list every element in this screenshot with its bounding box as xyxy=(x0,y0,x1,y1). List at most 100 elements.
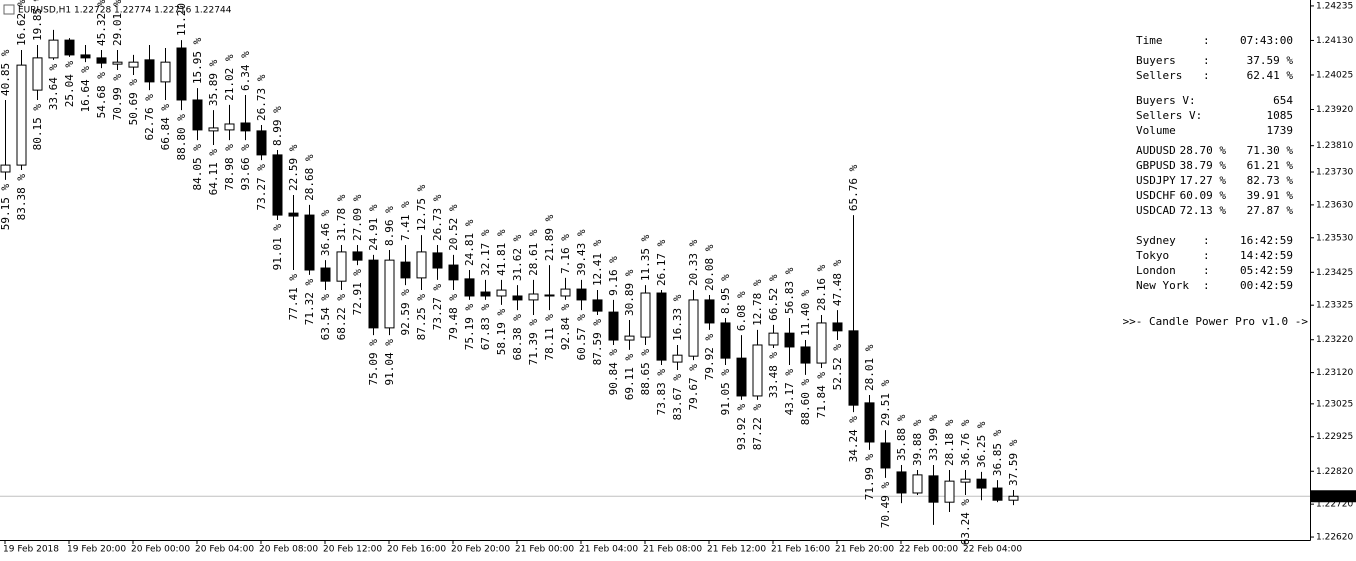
panel-text: Buyers xyxy=(1136,54,1176,67)
panel-text: 61.21 % xyxy=(1247,159,1294,172)
candle-body xyxy=(256,130,267,156)
sellers-label: 83.38 % xyxy=(15,174,28,221)
x-tick-label: 20 Feb 12:00 xyxy=(323,545,382,555)
candle-body xyxy=(544,294,555,297)
sellers-label: 71.99 % xyxy=(863,454,876,501)
y-tick-label: 1.23810 xyxy=(1316,141,1353,151)
panel-text: : xyxy=(1203,69,1210,82)
y-tick-label: 1.23630 xyxy=(1316,200,1353,210)
panel-text: New York xyxy=(1136,279,1189,292)
buyers-label: 28.16 % xyxy=(815,264,828,311)
panel-text: 62.41 % xyxy=(1247,69,1294,82)
y-tick-label: 1.23325 xyxy=(1316,301,1353,311)
buyers-label: 37.59 % xyxy=(1007,439,1020,486)
y-tick-label: 1.23120 xyxy=(1316,368,1353,378)
sellers-label: 79.48 % xyxy=(447,294,460,341)
candle-body xyxy=(976,478,987,489)
y-tick-label: 1.22820 xyxy=(1316,467,1353,477)
panel-text: 27.87 % xyxy=(1247,204,1294,217)
candle-body xyxy=(720,322,731,359)
sellers-label: 93.92 % xyxy=(735,404,748,451)
panel-text: 654 xyxy=(1273,94,1293,107)
chart-title: EURUSD,H1 1.22728 1.22774 1.22716 1.2274… xyxy=(18,6,232,16)
buyers-label: 16.33 % xyxy=(671,294,684,341)
panel-text: Sellers V: xyxy=(1136,109,1202,122)
panel-text: 71.30 % xyxy=(1247,144,1294,157)
buyers-label: 31.78 % xyxy=(335,194,348,241)
sellers-label: 16.64 % xyxy=(79,66,92,113)
buyers-label: 36.76 % xyxy=(959,419,972,466)
buyers-label: 12.78 % xyxy=(751,279,764,326)
sellers-label: 63.24 % xyxy=(959,499,972,546)
panel-text: 28.70 % xyxy=(1180,144,1227,157)
candle-body xyxy=(656,292,667,361)
panel-text: USDJPY xyxy=(1136,174,1176,187)
sellers-label: 43.17 % xyxy=(783,369,796,416)
panel-text: 07:43:00 xyxy=(1240,34,1293,47)
panel-text: Sellers xyxy=(1136,69,1182,82)
buyers-label: 16.62 % xyxy=(15,0,28,46)
sellers-label: 92.84 % xyxy=(559,304,572,351)
y-tick-label: 1.23920 xyxy=(1316,105,1353,115)
sellers-label: 66.84 % xyxy=(159,104,172,151)
panel-text: 00:42:59 xyxy=(1240,279,1293,292)
candle-body xyxy=(464,278,475,297)
buyers-label: 29.51 % xyxy=(879,379,892,426)
candle-body xyxy=(128,61,139,68)
panel-text: 82.73 % xyxy=(1247,174,1294,187)
y-tick-label: 1.23730 xyxy=(1316,167,1353,177)
buyers-label: 6.34 % xyxy=(239,51,252,91)
panel-text: 05:42:59 xyxy=(1240,264,1293,277)
panel-text: USDCAD xyxy=(1136,204,1176,217)
buyers-label: 39.88 % xyxy=(911,419,924,466)
panel-text: Sydney xyxy=(1136,234,1176,247)
panel-text: London xyxy=(1136,264,1176,277)
buyers-label: 28.18 % xyxy=(943,419,956,466)
candle-body xyxy=(400,261,411,279)
candle-body xyxy=(384,259,395,329)
x-tick-label: 21 Feb 00:00 xyxy=(515,545,574,555)
candle-body xyxy=(368,259,379,329)
sellers-label: 71.84 % xyxy=(815,372,828,419)
buyers-label: 20.33 % xyxy=(687,239,700,286)
panel-text: >>- Candle Power Pro v1.0 -> xyxy=(1123,315,1309,328)
candle-body xyxy=(448,264,459,281)
sellers-label: 77.41 % xyxy=(287,274,300,321)
panel-text: 16:42:59 xyxy=(1240,234,1293,247)
sellers-label: 67.83 % xyxy=(479,304,492,351)
x-tick-label: 20 Feb 16:00 xyxy=(387,545,446,555)
sellers-label: 79.92 % xyxy=(703,333,716,380)
sellers-label: 69.11 % xyxy=(623,354,636,401)
panel-text: : xyxy=(1203,54,1210,67)
x-tick-label: 22 Feb 00:00 xyxy=(899,545,958,555)
candle-body xyxy=(176,47,187,101)
buyers-label: 9.16 % xyxy=(607,256,620,296)
x-tick-label: 21 Feb 08:00 xyxy=(643,545,702,555)
y-tick-label: 1.24235 xyxy=(1316,1,1353,11)
sellers-label: 68.22 % xyxy=(335,294,348,341)
buyers-label: 21.89 % xyxy=(543,214,556,261)
panel-text: Buyers V: xyxy=(1136,94,1196,107)
candle-body xyxy=(16,64,27,166)
buyers-label: 47.48 % xyxy=(831,259,844,306)
panel-text: : xyxy=(1203,34,1210,47)
candle-body xyxy=(624,335,635,341)
candle-body xyxy=(592,299,603,312)
sellers-label: 90.84 % xyxy=(607,349,620,396)
buyers-label: 8.95 % xyxy=(719,274,732,314)
candle-body xyxy=(880,442,891,469)
buyers-label: 40.85 % xyxy=(0,49,12,96)
sellers-label: 71.32 % xyxy=(303,279,316,326)
candle-body xyxy=(144,59,155,83)
x-tick-label: 21 Feb 12:00 xyxy=(707,545,766,555)
candle-body xyxy=(224,123,235,131)
sellers-label: 73.27 % xyxy=(431,283,444,330)
x-tick-label: 19 Feb 20:00 xyxy=(67,545,126,555)
candle-body xyxy=(48,39,59,59)
panel-text: 1085 xyxy=(1267,109,1294,122)
sellers-label: 71.39 % xyxy=(527,319,540,366)
symbol-icon xyxy=(3,4,15,15)
sellers-label: 33.48 % xyxy=(767,352,780,399)
